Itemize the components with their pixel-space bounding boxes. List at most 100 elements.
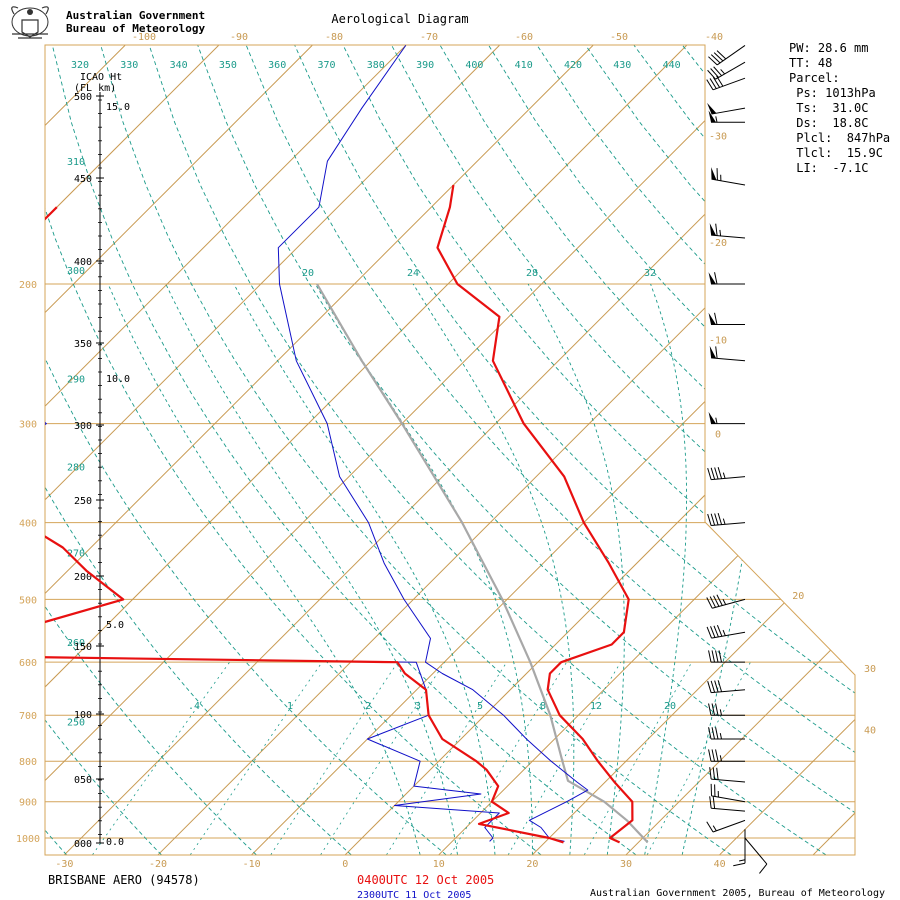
- index-plcl: Plcl: 847hPa: [789, 131, 890, 145]
- wind-barb: [708, 703, 745, 716]
- wind-barb-flag: [716, 50, 727, 60]
- dry-adiabat: [100, 45, 732, 855]
- wind-barb: [708, 272, 745, 285]
- wind-barb-flag: [717, 513, 723, 525]
- theta-label-left: 260: [67, 638, 85, 649]
- wind-barb-flag: [717, 467, 723, 479]
- wind-barb-flag: [709, 596, 716, 608]
- pressure-tick-label: 1000: [16, 834, 40, 845]
- wind-barb: [706, 75, 746, 91]
- wind-barb-staff: [712, 77, 746, 91]
- isotherm-line: [45, 45, 407, 855]
- temperature-tick-bottom: 20: [526, 859, 538, 870]
- wind-barb-flag: [708, 749, 712, 762]
- pressure-tick-label: 800: [19, 757, 37, 768]
- wind-barb-half-flag: [715, 417, 718, 424]
- wind-barb-flag: [708, 703, 712, 716]
- wind-barb-flag: [714, 680, 719, 693]
- wind-barb-flag: [714, 467, 719, 480]
- wind-barb: [710, 783, 746, 803]
- icao-km-label: 0.0: [106, 837, 124, 848]
- wind-barb-staff: [711, 631, 746, 639]
- wind-barb-flag: [706, 626, 712, 639]
- run-primary-label: 0400UTC 12 Oct 2005: [357, 873, 494, 887]
- temperature-tick-top: -40: [705, 32, 723, 43]
- index-tlcl: Tlcl: 15.9C: [789, 146, 883, 160]
- wind-barb-flag: [714, 272, 718, 285]
- wind-barb-flag: [711, 749, 715, 762]
- wind-barb-staff: [711, 178, 746, 186]
- wind-barb: [709, 767, 746, 783]
- dry-adiabat: [148, 45, 827, 855]
- index-li: LI: -7.1C: [789, 161, 868, 175]
- dry-adiabat: [51, 45, 637, 855]
- wind-barb: [707, 680, 746, 694]
- wind-barb-half-flag: [719, 755, 722, 762]
- wind-barb: [711, 167, 746, 186]
- wind-barb: [707, 102, 746, 115]
- dry-adiabat: [45, 45, 352, 855]
- mixing-ratio-label: .4: [188, 701, 200, 712]
- mixing-ratio-label: 1: [287, 701, 293, 712]
- icao-fl-label: 350: [74, 339, 92, 350]
- wind-barb-staff: [716, 44, 746, 66]
- wind-barb-flag: [707, 681, 712, 693]
- wind-barb-flag: [712, 76, 721, 88]
- wind-barb-flag: [712, 796, 716, 809]
- theta-label-top: 330: [120, 60, 138, 71]
- wind-barb-half-flag: [719, 229, 722, 236]
- footer: BRISBANE AERO (94578) 0400UTC 12 Oct 200…: [48, 873, 885, 900]
- wind-barb: [708, 749, 745, 762]
- dry-adiabat: [45, 45, 447, 855]
- wind-barb-staff: [711, 807, 746, 812]
- index-tt: TT: 48: [789, 56, 832, 70]
- icao-fl-label: 200: [74, 572, 92, 583]
- wind-barb-pennant: [708, 312, 716, 325]
- wind-barb-flag: [733, 862, 746, 867]
- dry-adiabat: [294, 45, 855, 855]
- isotherm-line: [45, 45, 594, 855]
- mixing-ratio-line: [270, 661, 399, 855]
- wind-barb-flag: [709, 767, 712, 780]
- moist-adiabat: [527, 283, 625, 855]
- theta-e-label: 20: [302, 268, 314, 279]
- dry-adiabat: [45, 45, 67, 855]
- wind-barb-staff: [711, 795, 746, 803]
- icao-fl-label: 000: [74, 839, 92, 850]
- isotherm-line: [45, 45, 687, 855]
- temperature-tick-top: -70: [420, 32, 438, 43]
- icao-fl-label: 400: [74, 257, 92, 268]
- wind-barb-flag: [759, 863, 768, 874]
- wind-barb-flag: [713, 66, 722, 77]
- wind-barb-flag: [715, 223, 718, 236]
- primary-dewpoint-line: [45, 206, 564, 844]
- wind-barb-flag: [708, 727, 712, 740]
- wind-barb-staff: [711, 778, 746, 783]
- theta-label-top: 400: [465, 60, 483, 71]
- wind-barb-flag: [712, 767, 716, 780]
- moist-adiabat: [314, 283, 533, 855]
- wind-barb-pennant: [707, 102, 717, 115]
- wind-barb-staff: [711, 689, 746, 694]
- theta-label-top: 410: [515, 60, 533, 71]
- wind-barb-half-flag: [719, 709, 722, 716]
- index-ds: Ds: 18.8C: [789, 116, 868, 130]
- wind-barb: [708, 727, 745, 740]
- wind-barb-flag: [708, 56, 718, 66]
- theta-label-left: 290: [67, 374, 85, 385]
- wind-barb-flag: [709, 796, 712, 809]
- wind-barb-flag: [716, 594, 723, 606]
- temperature-tick-right: 40: [864, 726, 876, 737]
- theta-label-left: 310: [67, 157, 85, 168]
- theta-label-top: 430: [613, 60, 631, 71]
- run-secondary-label: 2300UTC 11 Oct 2005: [357, 890, 471, 900]
- mixing-ratio-line: [320, 661, 446, 855]
- org-line-1: Australian Government: [66, 9, 205, 22]
- wind-barb-flag: [709, 78, 717, 89]
- wind-barb-flag: [715, 650, 719, 663]
- theta-label-top: 380: [367, 60, 385, 71]
- wind-barb-pennant: [708, 411, 716, 424]
- theta-label-left: 250: [67, 718, 85, 729]
- wind-barb-staff: [712, 598, 746, 609]
- temperature-tick-right: -20: [709, 238, 727, 249]
